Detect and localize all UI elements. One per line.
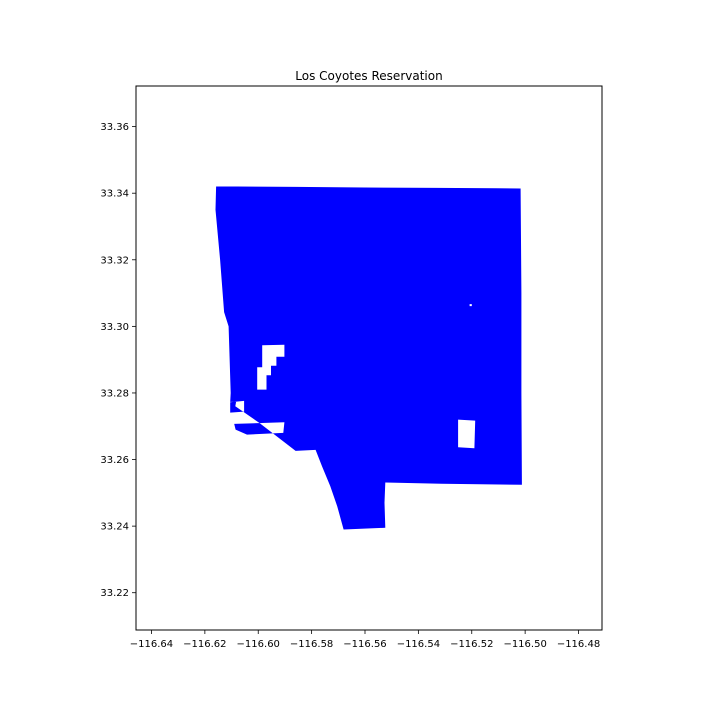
x-tick-label: −116.54 — [397, 639, 440, 650]
plot-area — [215, 186, 522, 530]
map-title: Los Coyotes Reservation — [295, 69, 442, 83]
y-tick-label: 33.22 — [100, 588, 129, 599]
y-tick-label: 33.26 — [100, 455, 129, 466]
y-tick-label: 33.32 — [100, 255, 129, 266]
y-tick-label: 33.36 — [100, 122, 129, 133]
y-tick-label: 33.30 — [100, 322, 129, 333]
x-tick-label: −116.50 — [503, 639, 546, 650]
x-tick-label: −116.60 — [237, 639, 280, 650]
reservation-polygon — [215, 186, 522, 530]
y-tick-label: 33.24 — [100, 522, 129, 533]
axes-frame — [135, 85, 603, 631]
x-tick-label: −116.52 — [450, 639, 493, 650]
x-tick-label: −116.58 — [290, 639, 333, 650]
y-tick-label: 33.34 — [100, 189, 129, 200]
x-tick-label: −116.48 — [557, 639, 600, 650]
y-tick-label: 33.28 — [100, 388, 129, 399]
x-tick-label: −116.56 — [343, 639, 386, 650]
y-axis: 33.22 33.24 33.26 33.28 33.30 33.32 33.34 33.36 — [100, 122, 136, 599]
x-tick-label: −116.64 — [130, 639, 173, 650]
x-axis: −116.64 −116.62 −116.60 −116.58 −116.56 −116.… — [130, 630, 600, 650]
x-tick-label: −116.62 — [183, 639, 226, 650]
